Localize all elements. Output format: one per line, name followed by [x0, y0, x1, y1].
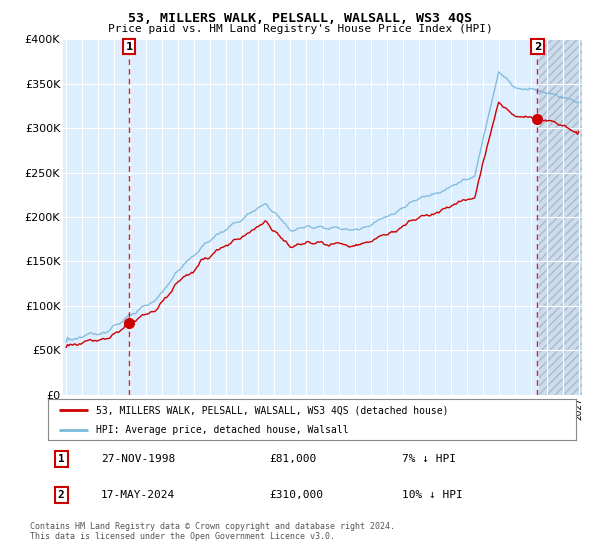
Text: 10% ↓ HPI: 10% ↓ HPI [402, 491, 463, 500]
Text: £310,000: £310,000 [270, 491, 324, 500]
Text: 1: 1 [58, 454, 65, 464]
Text: 27-NOV-1998: 27-NOV-1998 [101, 454, 175, 464]
Text: HPI: Average price, detached house, Walsall: HPI: Average price, detached house, Wals… [95, 425, 348, 435]
Text: 7% ↓ HPI: 7% ↓ HPI [402, 454, 456, 464]
Text: 2: 2 [534, 42, 541, 52]
Text: 1: 1 [125, 42, 133, 52]
Text: Price paid vs. HM Land Registry's House Price Index (HPI): Price paid vs. HM Land Registry's House … [107, 24, 493, 34]
Bar [539, 39, 587, 395]
Text: 2: 2 [58, 491, 65, 500]
Text: Contains HM Land Registry data © Crown copyright and database right 2024.
This d: Contains HM Land Registry data © Crown c… [30, 522, 395, 542]
Text: £81,000: £81,000 [270, 454, 317, 464]
Text: 53, MILLERS WALK, PELSALL, WALSALL, WS3 4QS (detached house): 53, MILLERS WALK, PELSALL, WALSALL, WS3 … [95, 405, 448, 415]
Bar [539, 39, 587, 395]
Text: 53, MILLERS WALK, PELSALL, WALSALL, WS3 4QS: 53, MILLERS WALK, PELSALL, WALSALL, WS3 … [128, 12, 472, 25]
Text: 17-MAY-2024: 17-MAY-2024 [101, 491, 175, 500]
